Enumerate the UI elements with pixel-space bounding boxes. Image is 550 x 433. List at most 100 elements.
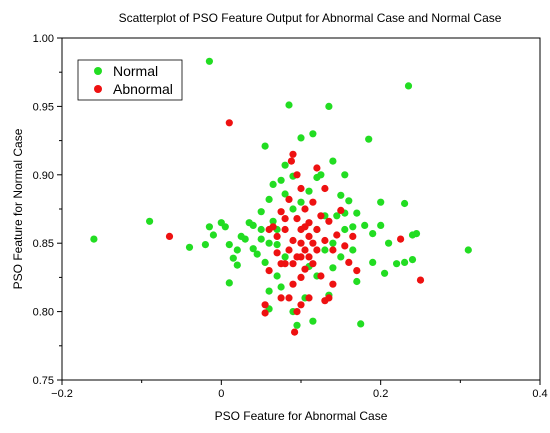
data-point-normal <box>221 223 229 231</box>
data-point-normal <box>353 277 361 286</box>
data-point-abnormal <box>165 232 174 240</box>
data-point-abnormal <box>305 232 313 240</box>
data-point-abnormal <box>281 225 289 234</box>
data-point-abnormal <box>301 205 309 213</box>
chart-title: Scatterplot of PSO Feature Output for Ab… <box>119 11 502 25</box>
x-tick-label: −0.2 <box>51 388 73 400</box>
data-point-normal <box>377 221 385 229</box>
data-point-normal <box>269 180 277 188</box>
axis-ticks: −0.2 0 0.2 0.4 0.75 0.80 0.85 0.90 0.95 1.00 <box>33 33 548 400</box>
data-point-normal <box>329 239 337 247</box>
data-point-abnormal <box>289 236 297 245</box>
data-point-normal <box>257 235 265 243</box>
legend-box <box>77 59 183 101</box>
data-point-abnormal <box>285 195 293 203</box>
data-point-normal <box>265 195 273 203</box>
data-point-abnormal <box>281 215 289 223</box>
data-point-abnormal <box>309 239 317 247</box>
data-point-normal <box>225 241 233 249</box>
data-point-normal <box>305 187 313 195</box>
data-point-normal <box>281 253 289 261</box>
legend: Normal Abnormal <box>77 59 183 101</box>
data-point-normal <box>281 190 289 198</box>
data-point-abnormal <box>301 223 309 231</box>
data-point-abnormal <box>289 260 297 268</box>
data-point-normal <box>233 246 241 254</box>
data-point-abnormal <box>273 232 281 240</box>
data-point-abnormal <box>349 232 357 240</box>
data-point-normal <box>317 171 325 179</box>
data-point-normal <box>257 208 265 216</box>
legend-label-abnormal: Abnormal <box>113 81 173 97</box>
data-point-normal <box>185 243 194 251</box>
data-point-normal <box>229 254 237 262</box>
data-point-normal <box>365 135 373 143</box>
data-point-normal <box>385 239 393 247</box>
data-point-normal <box>408 256 417 264</box>
data-point-abnormal <box>345 258 353 266</box>
data-point-normal <box>269 217 277 225</box>
data-point-normal <box>205 57 213 65</box>
data-point-abnormal <box>297 253 305 261</box>
data-point-abnormal <box>317 212 325 220</box>
data-point-abnormal <box>309 260 317 268</box>
data-point-normal <box>464 246 472 254</box>
data-point-normal <box>293 321 301 329</box>
data-point-normal <box>401 258 409 266</box>
data-point-abnormal <box>293 308 301 316</box>
data-point-normal <box>309 317 317 325</box>
data-point-abnormal <box>301 265 309 273</box>
data-point-abnormal <box>265 225 273 234</box>
data-point-normal <box>349 223 357 231</box>
data-point-abnormal <box>313 246 321 254</box>
data-point-abnormal <box>297 301 305 309</box>
data-point-normal <box>201 241 209 249</box>
data-point-abnormal <box>285 246 293 254</box>
data-point-normal <box>289 205 297 213</box>
data-point-normal <box>233 261 241 269</box>
data-point-normal <box>353 209 361 217</box>
data-point-abnormal <box>313 225 321 234</box>
data-points <box>90 57 472 336</box>
data-point-abnormal <box>313 164 321 172</box>
data-point-normal <box>401 199 409 208</box>
data-point-normal <box>249 245 257 253</box>
data-point-abnormal <box>301 246 309 254</box>
data-point-abnormal <box>277 208 285 216</box>
y-tick-label: 0.95 <box>33 101 54 113</box>
legend-marker-abnormal <box>94 85 102 93</box>
data-point-normal <box>257 225 265 234</box>
data-point-abnormal <box>329 280 337 288</box>
data-point-abnormal <box>291 328 299 336</box>
data-point-normal <box>249 221 257 229</box>
y-tick-label: 0.85 <box>33 238 54 250</box>
data-point-abnormal <box>341 242 349 250</box>
data-point-abnormal <box>297 239 305 247</box>
data-point-normal <box>357 320 365 328</box>
data-point-normal <box>349 246 357 254</box>
data-point-normal <box>377 198 385 206</box>
data-point-normal <box>273 272 281 280</box>
data-point-normal <box>412 230 421 238</box>
data-point-abnormal <box>333 231 341 239</box>
data-point-normal <box>281 161 289 169</box>
y-tick-label: 1.00 <box>33 33 54 45</box>
x-tick-label: 0 <box>218 388 224 400</box>
x-axis-title: PSO Feature for Abnormal Case <box>215 409 388 423</box>
y-tick-label: 0.75 <box>33 375 54 387</box>
data-point-normal <box>341 225 349 234</box>
data-point-abnormal <box>305 294 313 302</box>
data-point-abnormal <box>293 215 301 223</box>
data-point-normal <box>309 130 317 138</box>
data-point-normal <box>329 264 337 272</box>
y-tick-label: 0.80 <box>33 307 54 319</box>
data-point-normal <box>369 258 377 266</box>
data-point-abnormal <box>317 272 325 280</box>
data-point-abnormal <box>297 184 305 193</box>
data-point-normal <box>333 212 341 220</box>
data-point-abnormal <box>225 119 233 127</box>
data-point-abnormal <box>273 249 281 257</box>
data-point-abnormal <box>285 294 293 302</box>
